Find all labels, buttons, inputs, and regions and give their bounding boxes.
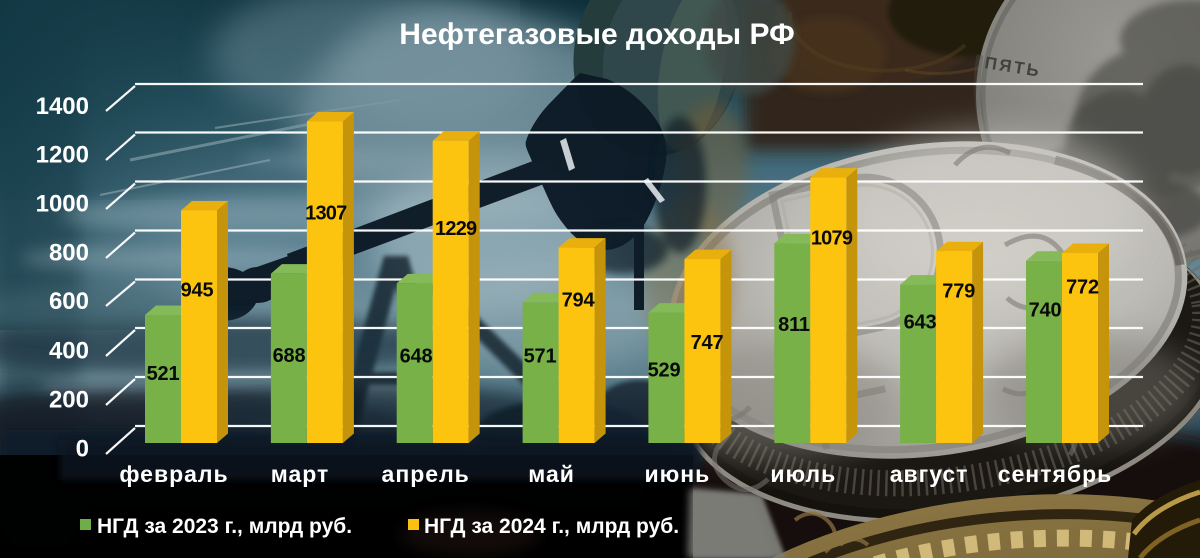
svg-text:643: 643 <box>904 312 937 334</box>
svg-text:740: 740 <box>1029 300 1062 322</box>
svg-text:747: 747 <box>691 332 724 354</box>
svg-text:400: 400 <box>49 338 89 365</box>
svg-text:1307: 1307 <box>305 203 347 225</box>
svg-text:779: 779 <box>942 281 975 303</box>
svg-text:0: 0 <box>76 436 89 463</box>
svg-text:1229: 1229 <box>435 218 477 240</box>
svg-text:1079: 1079 <box>811 228 853 250</box>
svg-text:600: 600 <box>49 288 89 315</box>
svg-text:Нефтегазовые доходы РФ: Нефтегазовые доходы РФ <box>399 18 794 51</box>
svg-text:июль: июль <box>770 461 836 487</box>
svg-text:НГД за 2024 г., млрд руб.: НГД за 2024 г., млрд руб. <box>424 515 679 538</box>
svg-text:февраль: февраль <box>119 461 228 487</box>
svg-text:1000: 1000 <box>36 191 89 218</box>
svg-text:август: август <box>890 461 969 487</box>
svg-text:сентябрь: сентябрь <box>998 461 1113 487</box>
svg-text:945: 945 <box>181 280 214 302</box>
svg-text:648: 648 <box>400 346 433 368</box>
svg-text:март: март <box>271 461 330 487</box>
svg-text:772: 772 <box>1066 277 1099 299</box>
svg-text:июнь: июнь <box>644 461 710 487</box>
svg-text:апрель: апрель <box>382 461 470 487</box>
svg-text:200: 200 <box>49 387 89 414</box>
svg-text:521: 521 <box>147 363 180 385</box>
svg-text:571: 571 <box>524 346 557 368</box>
svg-text:794: 794 <box>562 290 596 312</box>
svg-text:688: 688 <box>273 345 306 367</box>
svg-text:800: 800 <box>49 240 89 267</box>
svg-text:НГД за 2023 г., млрд руб.: НГД за 2023 г., млрд руб. <box>97 515 352 538</box>
svg-text:май: май <box>528 461 575 487</box>
svg-text:529: 529 <box>648 360 681 382</box>
svg-text:1400: 1400 <box>36 93 89 120</box>
svg-text:811: 811 <box>778 314 810 336</box>
svg-text:1200: 1200 <box>36 142 89 169</box>
